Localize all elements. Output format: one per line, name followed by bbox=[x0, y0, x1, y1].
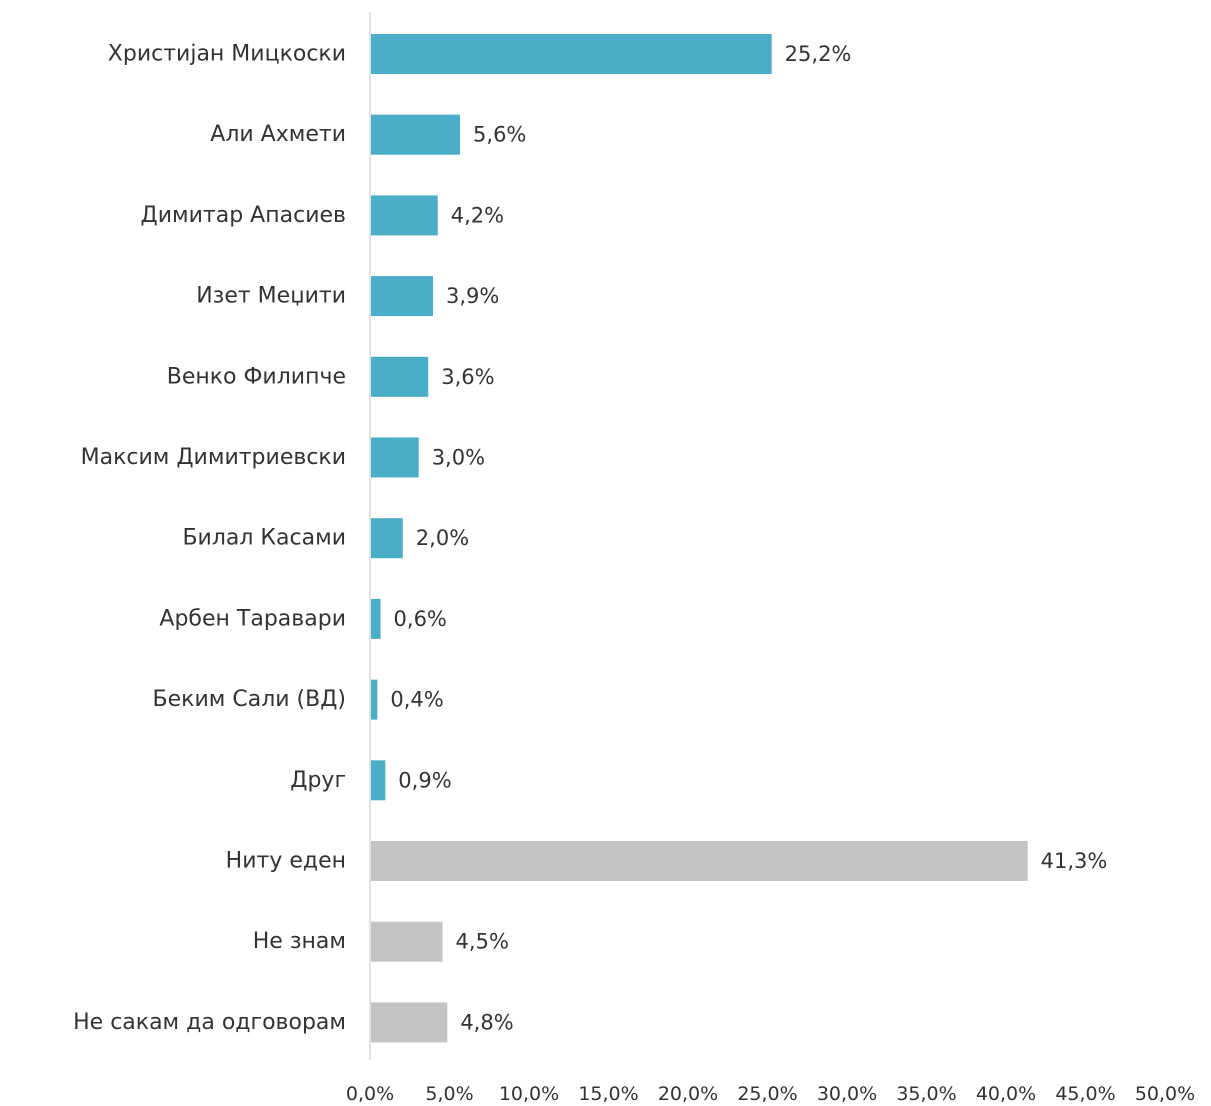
category-label: Арбен Таравари bbox=[159, 606, 346, 631]
x-tick-label: 10,0% bbox=[499, 1083, 559, 1105]
category-label: Не сакам да одговорам bbox=[73, 1010, 346, 1035]
x-tick-label: 0,0% bbox=[346, 1083, 394, 1105]
bar bbox=[371, 114, 461, 155]
category-label: Максим Димитриевски bbox=[81, 445, 346, 470]
x-tick-label: 35,0% bbox=[896, 1083, 956, 1105]
data-label: 2,0% bbox=[416, 526, 469, 550]
category-label: Билал Касами bbox=[182, 526, 346, 551]
bar bbox=[371, 276, 434, 317]
x-tick-label: 40,0% bbox=[976, 1083, 1036, 1105]
data-label: 0,4% bbox=[390, 688, 443, 712]
data-label: 4,5% bbox=[456, 930, 509, 954]
bar bbox=[371, 195, 438, 236]
x-tick-label: 25,0% bbox=[737, 1083, 797, 1105]
bar bbox=[371, 760, 386, 801]
bar bbox=[371, 598, 381, 639]
category-label: Али Ахмети bbox=[210, 122, 346, 147]
bar bbox=[371, 679, 378, 720]
data-label: 0,9% bbox=[398, 768, 451, 792]
x-tick-label: 45,0% bbox=[1055, 1083, 1115, 1105]
bars-group bbox=[371, 34, 1028, 1043]
x-tick-labels-group: 0,0% 5,0% 10,0% 15,0% 20,0% 25,0% 30,0% 35,0% 40… bbox=[346, 1083, 1195, 1105]
data-label: 0,6% bbox=[394, 607, 447, 631]
bar bbox=[371, 921, 443, 962]
x-tick-label: 15,0% bbox=[578, 1083, 638, 1105]
bar bbox=[371, 841, 1028, 881]
bar bbox=[371, 34, 772, 74]
data-label: 25,2% bbox=[785, 42, 852, 66]
category-label: Христијан Мицкоски bbox=[108, 42, 346, 67]
bar bbox=[371, 1002, 448, 1043]
category-labels-group: Христијан Мицкоски Али Ахмети Димитар Апас… bbox=[73, 42, 346, 1035]
data-label: 41,3% bbox=[1041, 849, 1108, 873]
x-tick-label: 5,0% bbox=[425, 1083, 473, 1105]
data-label: 4,2% bbox=[451, 203, 504, 227]
x-tick-label: 30,0% bbox=[817, 1083, 877, 1105]
bar bbox=[371, 356, 429, 397]
data-label: 3,6% bbox=[441, 365, 494, 389]
bar bbox=[371, 518, 403, 559]
category-label: Венко Филипче bbox=[167, 364, 346, 389]
x-tick-label: 50,0% bbox=[1135, 1083, 1195, 1105]
x-tick-label: 20,0% bbox=[658, 1083, 718, 1105]
bar bbox=[371, 437, 419, 478]
category-label: Не знам bbox=[253, 929, 346, 954]
data-label: 4,8% bbox=[460, 1010, 513, 1034]
category-label: Изет Меџити bbox=[196, 284, 346, 309]
data-label: 3,0% bbox=[432, 446, 485, 470]
category-label: Ниту еден bbox=[226, 849, 346, 874]
data-label: 5,6% bbox=[473, 123, 526, 147]
value-labels-group: 25,2% 5,6% 4,2% 3,9% 3,6% 3,0% 2,0% 0,6% 0,4% 0,9… bbox=[390, 42, 1107, 1034]
category-label: Димитар Апасиев bbox=[141, 203, 346, 228]
category-label: Беким Сали (ВД) bbox=[153, 687, 346, 712]
category-label: Друг bbox=[290, 768, 346, 793]
data-label: 3,9% bbox=[446, 284, 499, 308]
